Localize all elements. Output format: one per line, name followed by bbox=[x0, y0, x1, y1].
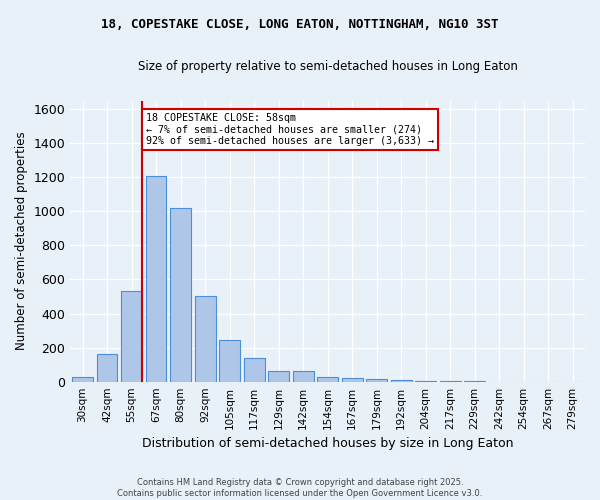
Bar bbox=[415, 381, 436, 382]
Text: 18, COPESTAKE CLOSE, LONG EATON, NOTTINGHAM, NG10 3ST: 18, COPESTAKE CLOSE, LONG EATON, NOTTING… bbox=[101, 18, 499, 30]
Bar bbox=[440, 381, 461, 382]
Title: Size of property relative to semi-detached houses in Long Eaton: Size of property relative to semi-detach… bbox=[138, 60, 518, 73]
Bar bbox=[219, 340, 240, 382]
Bar bbox=[366, 379, 387, 382]
Bar bbox=[121, 292, 142, 382]
Bar bbox=[317, 377, 338, 382]
Bar bbox=[391, 380, 412, 382]
Bar bbox=[268, 370, 289, 382]
Text: Contains HM Land Registry data © Crown copyright and database right 2025.
Contai: Contains HM Land Registry data © Crown c… bbox=[118, 478, 482, 498]
Bar bbox=[97, 354, 118, 382]
Y-axis label: Number of semi-detached properties: Number of semi-detached properties bbox=[15, 132, 28, 350]
X-axis label: Distribution of semi-detached houses by size in Long Eaton: Distribution of semi-detached houses by … bbox=[142, 437, 514, 450]
Bar bbox=[244, 358, 265, 382]
Bar bbox=[194, 296, 215, 382]
Bar bbox=[293, 372, 314, 382]
Bar bbox=[146, 176, 166, 382]
Bar bbox=[342, 378, 362, 382]
Bar bbox=[170, 208, 191, 382]
Bar bbox=[72, 376, 93, 382]
Text: 18 COPESTAKE CLOSE: 58sqm
← 7% of semi-detached houses are smaller (274)
92% of : 18 COPESTAKE CLOSE: 58sqm ← 7% of semi-d… bbox=[146, 113, 434, 146]
